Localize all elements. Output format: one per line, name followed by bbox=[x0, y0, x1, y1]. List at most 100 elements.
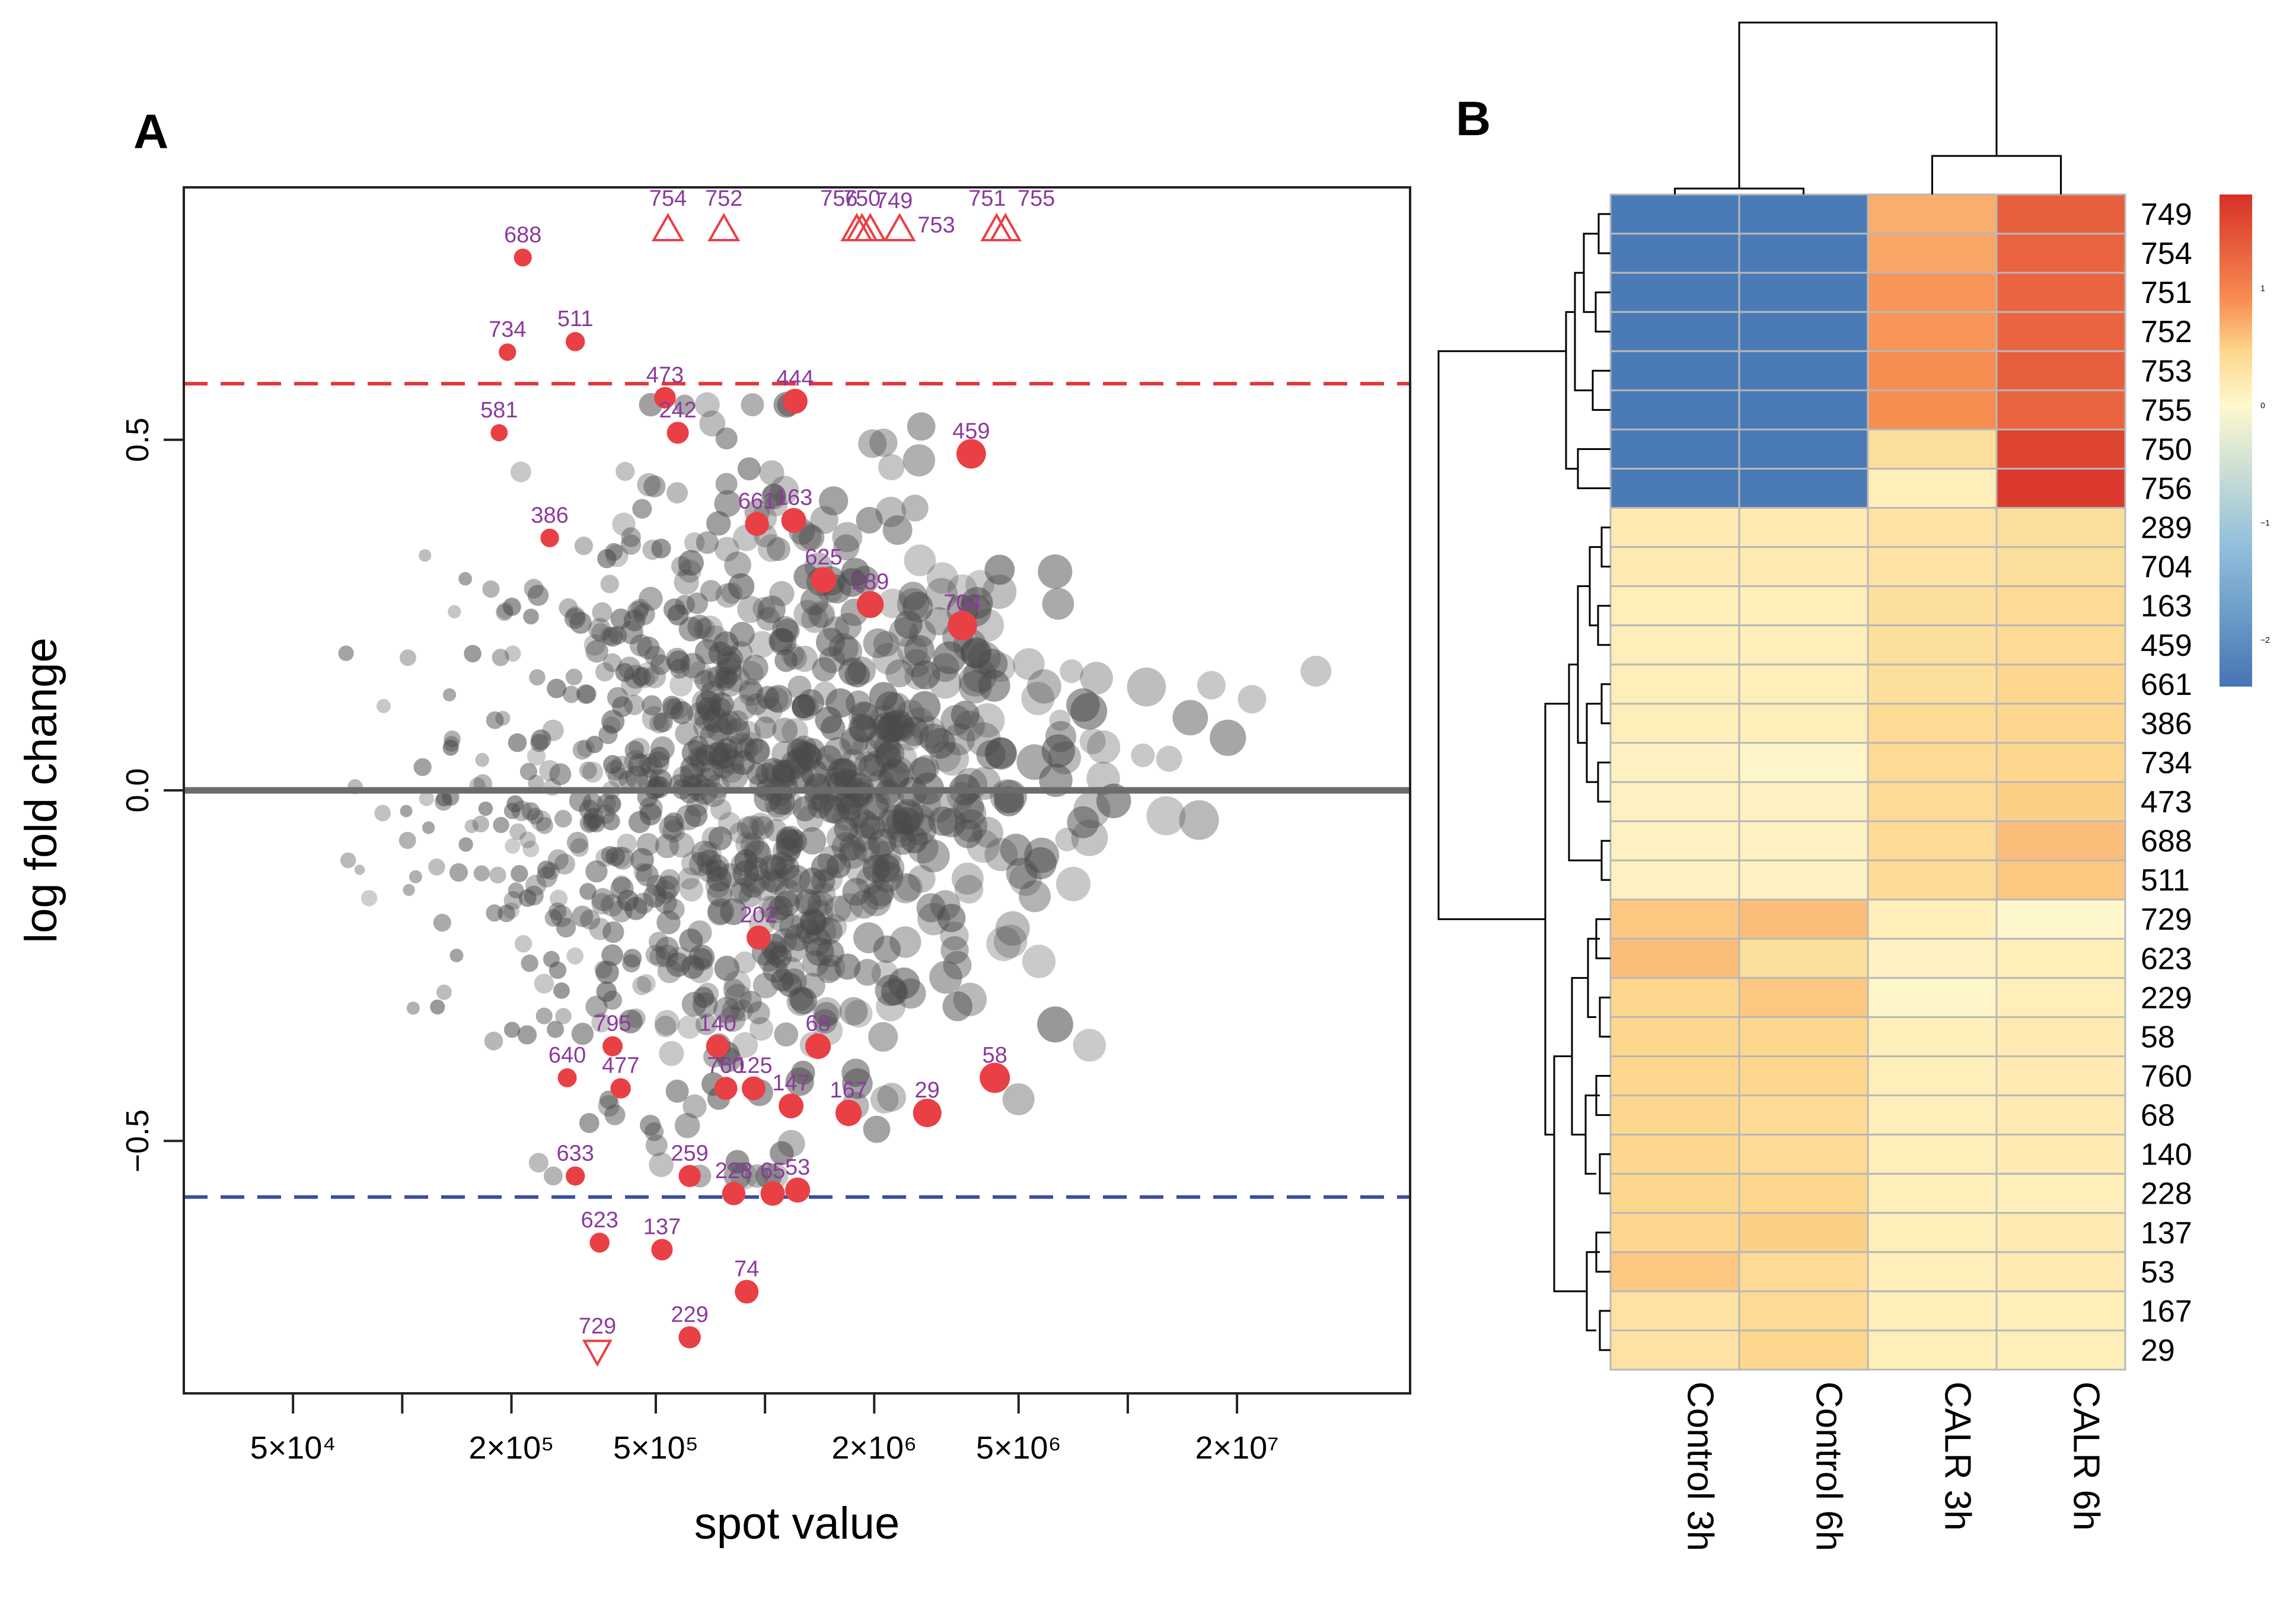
background-point bbox=[799, 827, 827, 855]
background-point bbox=[798, 524, 825, 551]
background-point bbox=[917, 902, 950, 936]
point-label: 229 bbox=[671, 1302, 708, 1327]
background-point bbox=[1066, 688, 1100, 722]
background-point bbox=[519, 762, 538, 780]
background-point bbox=[926, 562, 958, 594]
background-point bbox=[890, 873, 921, 904]
dendrogram-branch bbox=[1599, 996, 1611, 1038]
background-point bbox=[970, 703, 1005, 738]
point-label: 459 bbox=[952, 419, 990, 444]
background-point bbox=[535, 1007, 553, 1025]
background-point bbox=[951, 700, 980, 729]
background-point bbox=[951, 862, 984, 895]
row-label: 750 bbox=[2141, 432, 2192, 467]
background-point bbox=[639, 803, 662, 826]
highlight-point-751: 751 bbox=[968, 186, 1013, 241]
row-label: 386 bbox=[2141, 707, 2192, 741]
background-point bbox=[1172, 700, 1208, 736]
background-point bbox=[409, 870, 423, 883]
background-point bbox=[724, 718, 751, 745]
background-point bbox=[812, 997, 842, 1026]
background-point bbox=[464, 819, 479, 834]
point-label: 581 bbox=[480, 398, 518, 423]
highlight-marker bbox=[745, 512, 769, 536]
heatmap-cell bbox=[1609, 232, 1740, 274]
background-point bbox=[838, 730, 864, 756]
background-point bbox=[826, 824, 854, 852]
heatmap-cell bbox=[1738, 977, 1869, 1018]
background-point bbox=[649, 946, 671, 968]
background-point bbox=[624, 749, 646, 773]
background-point bbox=[748, 631, 776, 658]
y-tick-label: 0.0 bbox=[120, 768, 155, 812]
background-point bbox=[604, 1104, 626, 1125]
background-point bbox=[615, 663, 634, 682]
background-point bbox=[908, 865, 936, 893]
background-point bbox=[774, 856, 800, 880]
background-point bbox=[618, 770, 637, 789]
background-point bbox=[1300, 656, 1332, 687]
highlight-point-202: 202 bbox=[740, 902, 777, 950]
background-point bbox=[710, 799, 732, 821]
legend-tick-label: 0 bbox=[2260, 401, 2265, 410]
heatmap-cell bbox=[1609, 1134, 1740, 1175]
background-point bbox=[617, 833, 637, 854]
dendrogram-branch bbox=[1589, 546, 1602, 627]
background-point bbox=[913, 716, 946, 749]
background-point bbox=[731, 878, 755, 902]
heatmap-cell bbox=[1867, 311, 1998, 352]
highlight-point-53: 53 bbox=[785, 1155, 810, 1203]
background-point bbox=[700, 681, 725, 706]
heatmap-cell bbox=[1609, 624, 1740, 666]
background-point bbox=[790, 735, 817, 762]
point-label: 125 bbox=[735, 1054, 772, 1079]
heatmap-cell bbox=[1609, 428, 1740, 470]
background-point bbox=[484, 1032, 503, 1051]
background-point bbox=[869, 428, 898, 457]
background-point bbox=[514, 935, 532, 953]
point-label: 661 bbox=[738, 489, 776, 514]
background-point bbox=[631, 598, 650, 618]
background-point bbox=[814, 1001, 839, 1028]
background-point bbox=[1006, 857, 1038, 889]
heatmap-cell bbox=[1995, 193, 2126, 235]
background-point bbox=[612, 875, 631, 894]
point-label: 754 bbox=[649, 186, 687, 211]
background-point bbox=[680, 763, 704, 787]
background-point bbox=[458, 572, 472, 586]
background-point bbox=[629, 738, 650, 759]
heatmap-cell bbox=[1738, 1055, 1869, 1097]
background-point bbox=[486, 711, 504, 729]
highlight-point-753: 753 bbox=[883, 212, 955, 241]
background-point bbox=[849, 890, 879, 919]
background-point bbox=[662, 695, 682, 716]
heatmap-cell bbox=[1867, 1290, 1998, 1332]
background-point bbox=[734, 951, 756, 974]
dendrogram-branch bbox=[1544, 703, 1569, 1136]
row-label: 228 bbox=[2141, 1177, 2192, 1211]
highlight-point-633: 633 bbox=[556, 1141, 594, 1186]
background-point bbox=[1067, 806, 1099, 838]
background-point bbox=[768, 628, 793, 653]
background-point bbox=[523, 608, 539, 625]
background-point bbox=[706, 511, 731, 536]
background-point bbox=[729, 882, 752, 904]
background-point bbox=[442, 688, 457, 701]
background-point bbox=[657, 959, 682, 984]
background-point bbox=[984, 737, 1018, 770]
background-point bbox=[894, 610, 923, 639]
heatmap-cell bbox=[1995, 468, 2126, 509]
background-point bbox=[844, 662, 870, 688]
background-point bbox=[645, 646, 666, 666]
heatmap-cell bbox=[1867, 507, 1998, 548]
heatmap-cell bbox=[1995, 624, 2126, 666]
background-point bbox=[659, 815, 684, 840]
background-point bbox=[825, 766, 850, 792]
heatmap-cell bbox=[1609, 272, 1740, 313]
background-point bbox=[509, 823, 527, 840]
heatmap-cell bbox=[1738, 859, 1869, 901]
background-point bbox=[667, 482, 688, 504]
background-point bbox=[758, 867, 783, 892]
background-point bbox=[504, 1022, 521, 1038]
